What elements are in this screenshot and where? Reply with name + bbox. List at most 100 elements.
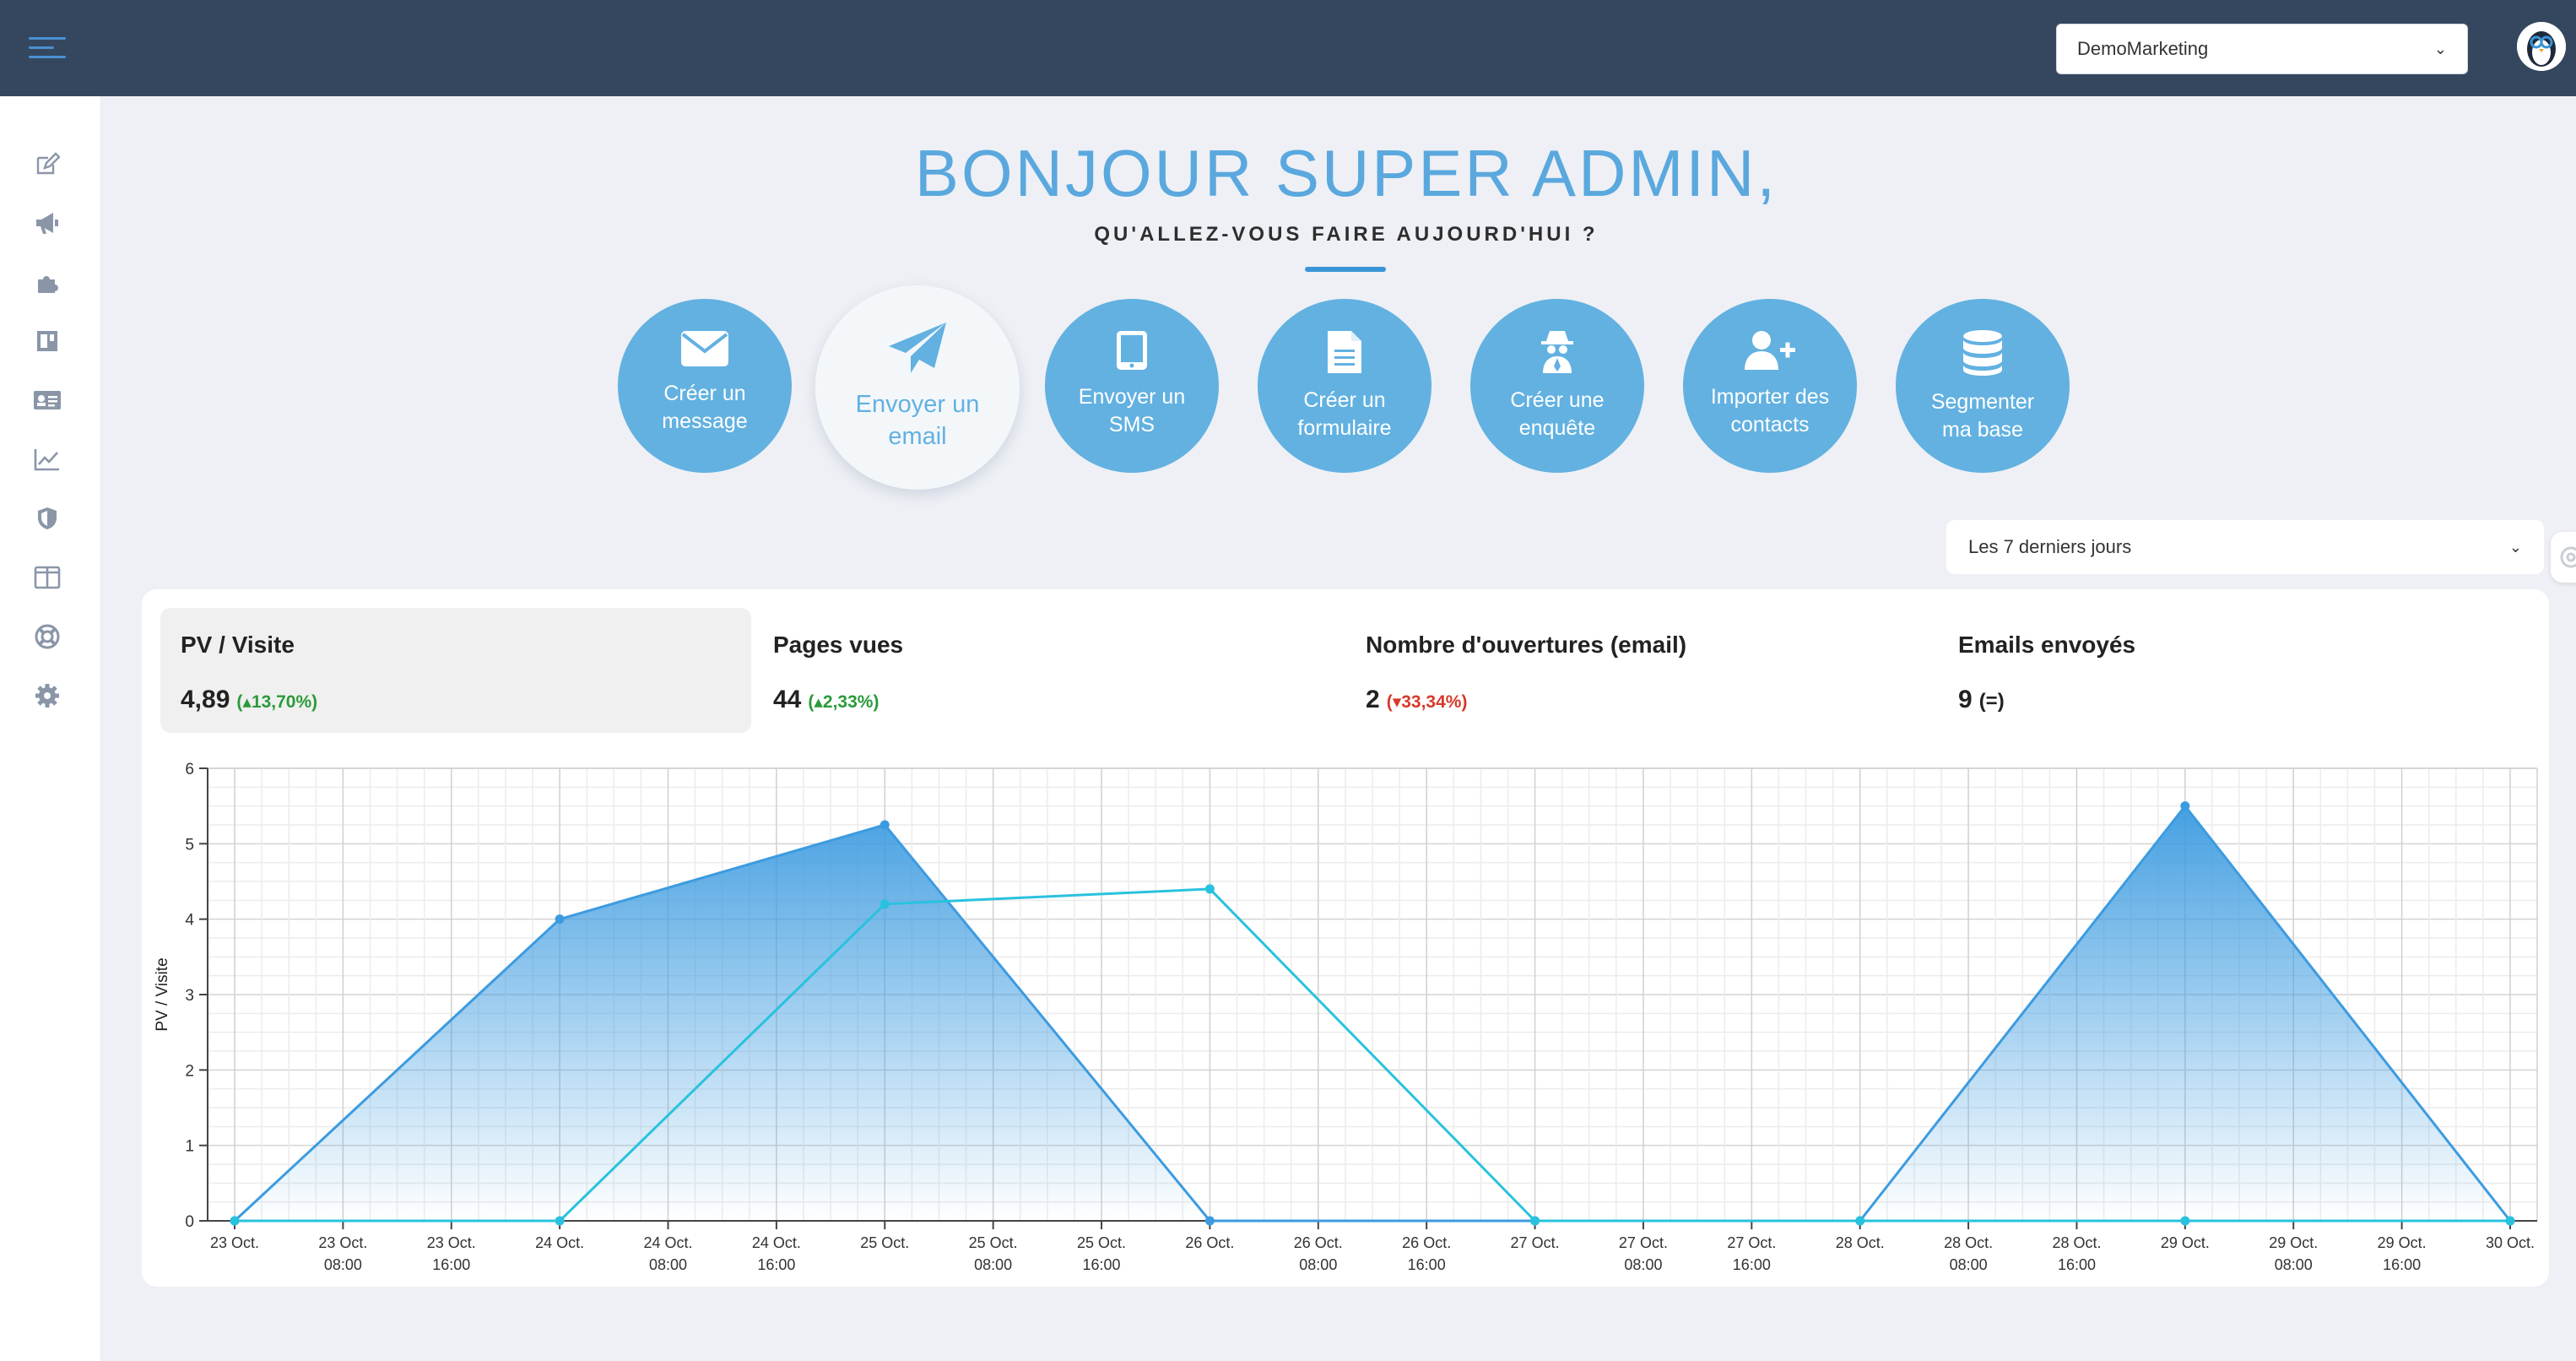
kpi-value: 2 xyxy=(1366,686,1380,713)
account-select-value: DemoMarketing xyxy=(2077,38,2209,59)
send-email-button[interactable]: Envoyer un email xyxy=(815,285,1020,490)
x-tick-label: 16:00 xyxy=(2058,1256,2096,1273)
x-tick-label: 24 Oct. xyxy=(644,1234,693,1251)
menu-toggle-icon[interactable] xyxy=(29,37,66,59)
y-tick-label: 2 xyxy=(185,1062,194,1080)
x-tick-label: 24 Oct. xyxy=(752,1234,801,1251)
segment-base-button[interactable]: Segmenter ma base xyxy=(1896,299,2070,473)
x-tick-label: 08:00 xyxy=(324,1256,362,1273)
y-tick-label: 4 xyxy=(185,912,194,930)
help-tab[interactable] xyxy=(2551,532,2576,583)
series-point xyxy=(555,1216,565,1226)
x-tick-label: 27 Oct. xyxy=(1619,1234,1668,1251)
layout-icon[interactable] xyxy=(30,324,64,358)
database-icon xyxy=(1963,330,2002,376)
paper-plane-icon xyxy=(889,323,946,373)
x-tick-label: 26 Oct. xyxy=(1402,1234,1451,1251)
sidebar xyxy=(0,96,101,1361)
chevron-down-icon: ⌄ xyxy=(2433,40,2447,57)
series-point xyxy=(2180,801,2190,811)
y-tick-label: 6 xyxy=(185,761,194,778)
series-point xyxy=(1204,884,1215,894)
lifebuoy-icon[interactable] xyxy=(30,620,64,653)
kpi-delta-value: 2,33% xyxy=(822,692,874,712)
lifebuoy-icon xyxy=(2560,546,2576,568)
kpi-pv-visite[interactable]: PV / Visite 4,89 (▴13,70%) xyxy=(160,608,751,733)
kpi-value: 9 xyxy=(1958,686,1973,713)
create-message-button[interactable]: Créer un message xyxy=(618,299,792,473)
document-icon xyxy=(1328,331,1361,373)
x-tick-label: 08:00 xyxy=(974,1256,1012,1273)
series-line-area xyxy=(233,804,2512,1223)
page-subtitle: QU'ALLEZ-VOUS FAIRE AUJOURD'HUI ? xyxy=(1094,223,1599,246)
shield-icon[interactable] xyxy=(30,502,64,535)
line-chart-icon[interactable] xyxy=(30,442,64,476)
send-sms-label: Envoyer un SMS xyxy=(1078,385,1186,436)
caret-up-icon: ▴ xyxy=(242,692,252,712)
x-tick-label: 08:00 xyxy=(1299,1256,1337,1273)
penguin-avatar-icon xyxy=(2517,22,2566,71)
series-point xyxy=(555,914,565,925)
x-tick-label: 24 Oct. xyxy=(535,1234,584,1251)
x-tick-label: 25 Oct. xyxy=(860,1234,909,1251)
columns-icon[interactable] xyxy=(30,561,64,594)
series-point xyxy=(1855,1216,1865,1226)
x-tick-label: 23 Oct. xyxy=(210,1234,259,1251)
account-select[interactable]: DemoMarketing ⌄ xyxy=(2056,24,2468,74)
create-survey-button[interactable]: Créer une enquête xyxy=(1470,299,1644,473)
user-plus-icon xyxy=(1745,331,1795,370)
period-select[interactable]: Les 7 derniers jours ⌄ xyxy=(1946,520,2544,574)
pv-visite-chart: 0 1 2 3 4 5 6 PV / Visite 23 Oct. 23 Oct. 08:00 23 … xyxy=(154,761,2538,1273)
page-title: BONJOUR SUPER ADMIN, xyxy=(914,136,1778,210)
series-point xyxy=(879,899,890,909)
kpi-emails-envoyes[interactable]: Emails envoyés 9 (=) xyxy=(1938,608,2529,733)
y-axis-label: PV / Visite xyxy=(154,957,171,1031)
y-tick-label: 5 xyxy=(185,836,194,854)
import-contacts-button[interactable]: Importer des contacts xyxy=(1683,299,1857,473)
gear-icon[interactable] xyxy=(30,679,64,713)
series-line-line xyxy=(235,887,2510,1223)
kpi-value: 4,89 xyxy=(181,686,230,713)
send-sms-button[interactable]: Envoyer un SMS xyxy=(1045,299,1219,473)
caret-up-icon: ▴ xyxy=(814,692,823,712)
series-point xyxy=(879,820,890,830)
kpi-ouvertures-email[interactable]: Nombre d'ouvertures (email) 2 (▾33,34%) xyxy=(1345,608,1936,733)
create-form-label: Créer un formulaire xyxy=(1297,388,1392,440)
edit-icon[interactable] xyxy=(30,147,64,181)
megaphone-icon[interactable] xyxy=(30,206,64,240)
kpi-title: PV / Visite xyxy=(181,632,295,658)
x-tick-label: 16:00 xyxy=(1408,1256,1446,1273)
kpi-delta: (▴2,33%) xyxy=(808,692,879,712)
import-contacts-label: Importer des contacts xyxy=(1710,385,1830,436)
create-form-button[interactable]: Créer un formulaire xyxy=(1258,299,1431,473)
series-point xyxy=(1204,1216,1215,1226)
series-point xyxy=(2505,1216,2515,1226)
kpi-title: Pages vues xyxy=(773,632,904,658)
kpi-delta-value: 13,70% xyxy=(251,692,312,712)
x-tick-label: 08:00 xyxy=(1624,1256,1662,1273)
x-tick-label: 16:00 xyxy=(2383,1256,2421,1273)
kpi-pages-vues[interactable]: Pages vues 44 (▴2,33%) xyxy=(753,608,1344,733)
x-tick-label: 28 Oct. xyxy=(1836,1234,1885,1251)
create-message-label: Créer un message xyxy=(662,382,748,433)
puzzle-icon[interactable] xyxy=(30,265,64,299)
contact-card-icon[interactable] xyxy=(30,383,64,417)
x-tick-label: 30 Oct. xyxy=(2486,1234,2535,1251)
x-tick-label: 27 Oct. xyxy=(1511,1234,1560,1251)
y-tick-label: 3 xyxy=(185,987,194,1005)
kpi-delta-value: 33,34% xyxy=(1401,692,1462,712)
send-email-label: Envoyer un email xyxy=(855,391,980,450)
kpi-value: 44 xyxy=(773,686,802,713)
caret-down-icon: ▾ xyxy=(1392,692,1402,712)
stats-card: PV / Visite 4,89 (▴13,70%) Pages vues 44… xyxy=(142,589,2549,1287)
x-tick-label: 29 Oct. xyxy=(2378,1234,2427,1251)
avatar[interactable] xyxy=(2517,22,2566,71)
x-tick-label: 16:00 xyxy=(757,1256,795,1273)
x-tick-label: 25 Oct. xyxy=(1077,1234,1126,1251)
series-point xyxy=(1530,1216,1540,1226)
segment-base-label: Segmenter ma base xyxy=(1930,390,2035,442)
x-tick-label: 29 Oct. xyxy=(2269,1234,2318,1251)
x-tick-label: 28 Oct. xyxy=(1944,1234,1993,1251)
spy-icon xyxy=(1541,331,1573,373)
envelope-icon xyxy=(681,331,728,366)
